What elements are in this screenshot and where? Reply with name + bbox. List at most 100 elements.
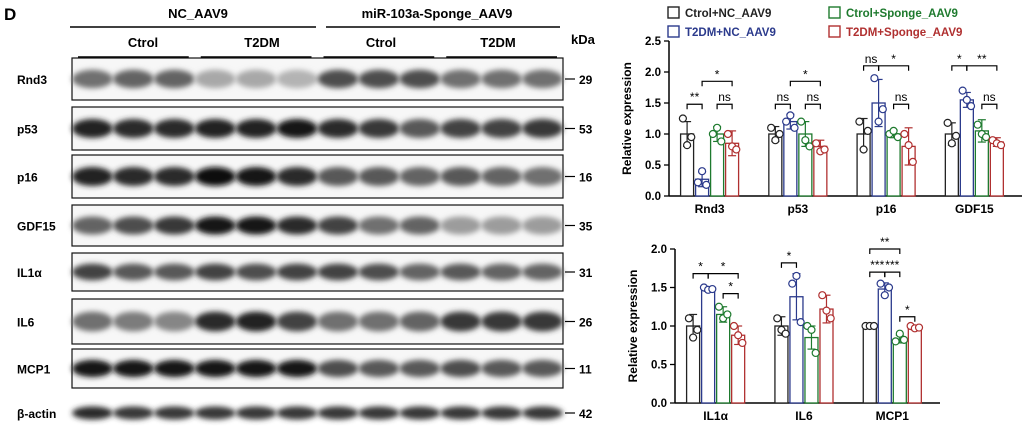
blot-band — [153, 69, 195, 89]
blot-band — [153, 119, 195, 138]
bracket-line — [884, 271, 901, 278]
legend-item: T2DM+Sponge_AAV9 — [828, 25, 962, 39]
significance-label: * — [728, 280, 733, 294]
data-point — [714, 302, 724, 311]
data-point — [712, 123, 722, 132]
data-point — [900, 129, 909, 139]
significance-bracket: ns — [981, 90, 998, 110]
protein-label: GDF15 — [17, 220, 56, 234]
significance-bracket: * — [780, 249, 798, 268]
significance-label: * — [787, 249, 792, 263]
protein-label: β-actin — [17, 407, 56, 421]
x-category-label: Rnd3 — [695, 202, 725, 216]
blot-band — [276, 359, 318, 378]
data-point — [788, 279, 797, 288]
kda-value: 29 — [579, 73, 593, 87]
blot-band — [399, 69, 441, 89]
x-category-label: p53 — [788, 202, 809, 216]
blot-row: p53 53 — [17, 106, 593, 151]
data-point — [775, 129, 784, 139]
legend-swatch — [667, 25, 680, 38]
blot-band — [194, 167, 236, 186]
bracket-line — [981, 103, 998, 110]
significance-label: *** — [885, 258, 899, 272]
bar — [715, 313, 731, 404]
blot-row: IL6 26 — [17, 298, 593, 345]
blot-band — [522, 311, 564, 332]
y-tick-label: 1.5 — [651, 283, 668, 295]
kda-value: 26 — [579, 316, 593, 330]
significance-label: ns — [776, 90, 789, 104]
blot-band — [481, 263, 523, 281]
significance-bracket: ns — [804, 90, 821, 110]
data-point — [797, 117, 806, 126]
blot-band — [276, 119, 318, 138]
subgroup-label: T2DM — [244, 35, 279, 50]
data-point — [966, 101, 976, 111]
bracket-line — [966, 65, 998, 71]
protein-label: Rnd3 — [17, 73, 47, 87]
blot-band — [440, 406, 482, 420]
data-point — [805, 142, 814, 151]
subgroup-label: Ctrol — [128, 35, 158, 50]
blot-band — [153, 216, 195, 235]
blot-band — [153, 263, 195, 281]
data-point — [811, 348, 820, 358]
bar — [989, 141, 1004, 197]
x-category-label: GDF15 — [955, 202, 994, 216]
blot-band — [481, 167, 523, 186]
significance-bracket: * — [701, 67, 733, 87]
blot-band — [194, 216, 236, 235]
bar — [700, 288, 716, 404]
blot-band — [399, 311, 441, 332]
data-point — [981, 133, 991, 142]
data-point — [870, 74, 879, 83]
significance-bracket: ns — [862, 52, 880, 71]
panel-label: D — [4, 5, 16, 24]
blot-band — [399, 406, 441, 420]
data-point — [807, 325, 816, 334]
blot-band — [399, 263, 441, 281]
data-point — [786, 111, 795, 120]
blot-band — [358, 216, 400, 235]
blot-band — [276, 311, 318, 332]
blot-band — [194, 119, 236, 138]
significance-bracket: * — [899, 303, 916, 322]
blot-band — [317, 263, 359, 281]
protein-label: IL1α — [17, 266, 42, 280]
significance-bracket: ns — [774, 90, 791, 110]
bar — [877, 288, 892, 404]
blot-band — [235, 216, 277, 235]
data-point — [697, 167, 707, 176]
blot-band — [440, 216, 482, 235]
kda-value: 11 — [579, 363, 592, 377]
blot-band — [317, 359, 359, 378]
blot-headers: NC_AAV9 Ctrol T2DM miR-103a-Sponge_AAV9 Ctro… — [70, 6, 560, 58]
blot-band — [235, 69, 277, 89]
bar-chart-top: 0.0 0.5 1.0 1.5 2.0 2.5 Relative expression Rnd… — [620, 36, 1022, 216]
blot-row: GDF15 35 — [17, 204, 593, 247]
bracket-line — [780, 262, 798, 268]
kda-value: 53 — [579, 123, 593, 137]
data-point — [781, 329, 790, 338]
blot-band — [358, 263, 400, 281]
protein-label: IL6 — [17, 316, 35, 330]
blot-band — [358, 406, 400, 420]
blot-band — [153, 406, 195, 420]
data-point — [801, 136, 810, 145]
significance-label: * — [905, 303, 910, 317]
blot-row: Rnd3 29 — [17, 57, 593, 101]
blot-band — [440, 69, 482, 89]
blot-band — [112, 69, 154, 89]
data-point — [717, 137, 726, 146]
blot-band — [153, 167, 195, 186]
bar — [907, 326, 922, 404]
data-point — [682, 141, 692, 150]
y-tick-label: 0.5 — [651, 360, 668, 372]
data-point — [796, 318, 805, 327]
legend-item: T2DM+NC_AAV9 — [667, 25, 776, 39]
significance-label: ns — [718, 90, 731, 104]
data-point — [812, 139, 821, 148]
data-point — [880, 291, 889, 300]
blot-band — [481, 119, 523, 138]
